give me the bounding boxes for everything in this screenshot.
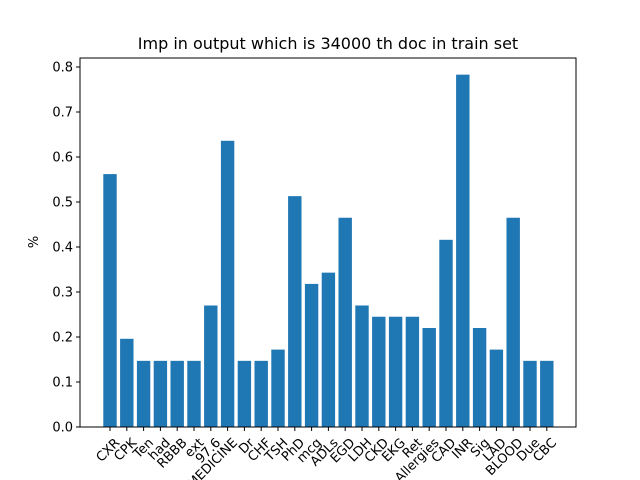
bar-adls xyxy=(321,272,336,427)
bar-ext xyxy=(187,360,201,427)
bar-cad xyxy=(439,239,453,427)
y-axis-label: % xyxy=(27,236,42,248)
bar-mcg xyxy=(304,283,319,427)
bar-ckd xyxy=(372,316,386,427)
bar-chf xyxy=(254,360,268,427)
bar-due xyxy=(523,360,537,427)
bar-ldh xyxy=(355,305,369,427)
bar-cbc xyxy=(540,360,554,427)
bar-phd xyxy=(288,196,302,427)
bar-had xyxy=(153,360,168,427)
y-axis: 0.0 0.1 0.2 0.3 0.4 0.5 0.6 0.7 0.8 xyxy=(52,61,80,436)
y-tick-label: 0.2 xyxy=(52,331,73,346)
y-tick-label: 0.4 xyxy=(52,241,73,256)
bar-lad xyxy=(489,349,504,427)
y-tick-label: 0.5 xyxy=(52,196,73,211)
y-tick-label: 0.7 xyxy=(52,106,73,121)
chart-title: Imp in output which is 34000 th doc in t… xyxy=(138,34,518,53)
bar-egd xyxy=(338,217,352,427)
bar-97-6 xyxy=(204,305,218,427)
bar-cpk xyxy=(120,338,134,427)
y-tick-label: 0.8 xyxy=(52,61,73,76)
bars-group xyxy=(103,74,554,428)
bar-tsh xyxy=(271,349,285,427)
y-tick-label: 0.3 xyxy=(52,286,73,301)
bar-inr xyxy=(456,74,470,428)
bar-ret xyxy=(405,316,420,427)
bar-sig xyxy=(472,328,487,427)
bar-blood xyxy=(506,217,520,427)
bar-dr xyxy=(237,360,252,427)
y-tick-label: 0.1 xyxy=(52,376,73,391)
bar-medicine xyxy=(220,140,235,428)
bar-ekg xyxy=(388,316,403,427)
y-tick-label: 0.0 xyxy=(52,421,73,436)
bar-ten xyxy=(136,360,151,427)
y-tick-label: 0.6 xyxy=(52,151,73,166)
bar-rbbb xyxy=(170,360,184,427)
bar-allergies xyxy=(422,328,436,427)
bar-cxr xyxy=(103,174,117,427)
